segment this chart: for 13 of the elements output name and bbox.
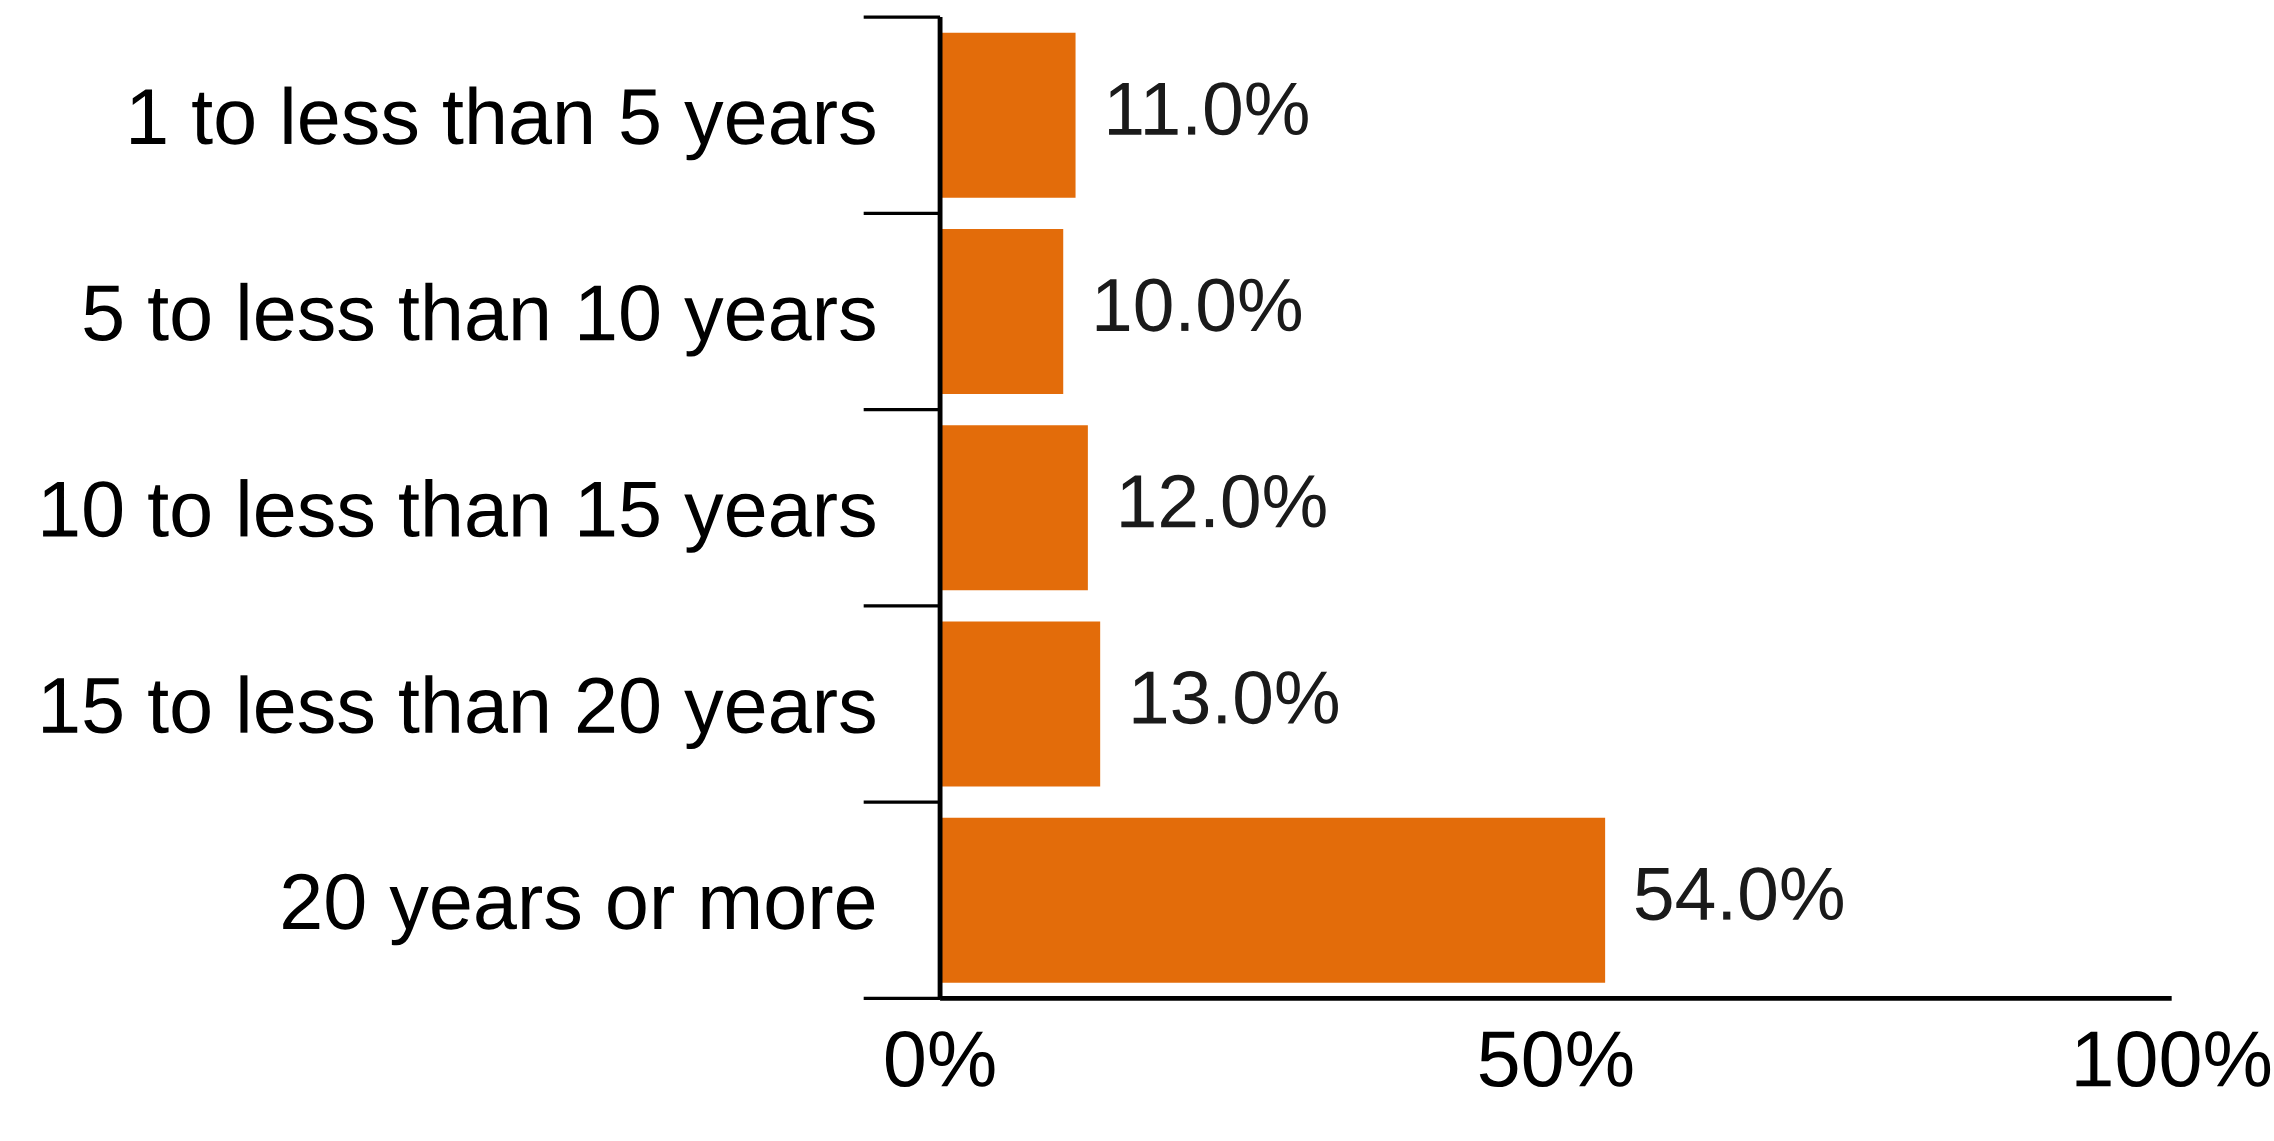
y-tick-label: 1 to less than 5 years — [131, 86, 875, 161]
data-label: 12.0% — [1121, 474, 1326, 528]
x-tick-label: 50% — [1479, 1031, 1633, 1088]
data-label: 10.0% — [1096, 278, 1301, 332]
y-tick-label: 15 to less than 20 years — [43, 675, 875, 750]
y-tick-label: 10 to less than 15 years — [43, 479, 875, 553]
data-label: 54.0% — [1635, 867, 1843, 921]
data-label: 11.0% — [1109, 82, 1308, 136]
x-tick-label: 0% — [885, 1031, 995, 1088]
y-tick-label: 20 years or more — [283, 873, 875, 946]
x-tick-label: 100% — [2076, 1031, 2271, 1088]
y-tick-label: 5 to less than 10 years — [84, 282, 875, 357]
data-label: 13.0% — [1133, 671, 1338, 725]
